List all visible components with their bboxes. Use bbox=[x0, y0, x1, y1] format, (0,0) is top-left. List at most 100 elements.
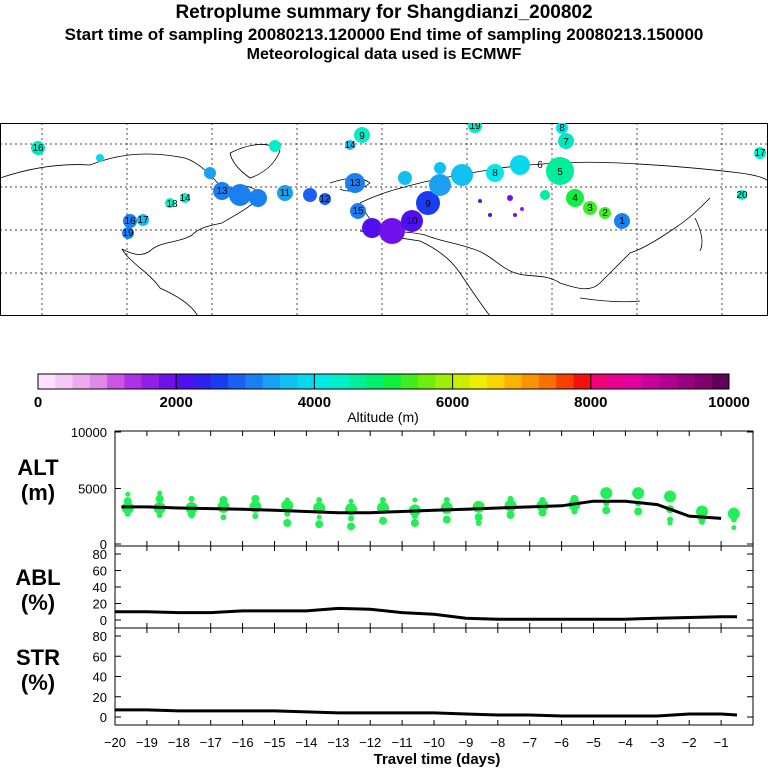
colorbar-swatch bbox=[383, 374, 402, 389]
alt-point bbox=[472, 500, 485, 513]
colorbar-swatch bbox=[677, 374, 695, 389]
y-tick-label: 40 bbox=[93, 670, 107, 685]
x-tick-label: −13 bbox=[327, 735, 349, 750]
colorbar-frame bbox=[37, 373, 730, 390]
x-tick-label: −6 bbox=[554, 735, 569, 750]
map-point-label: 14 bbox=[179, 193, 191, 204]
x-tick-label: −16 bbox=[232, 735, 254, 750]
colorbar-swatch bbox=[314, 374, 333, 389]
alt-point bbox=[475, 520, 482, 526]
map-point-label: 2 bbox=[602, 208, 608, 219]
x-tick-label: −3 bbox=[650, 735, 665, 750]
x-tick-label: −1 bbox=[714, 735, 729, 750]
map-point-label: 13 bbox=[216, 186, 228, 197]
chart-title: Retroplume summary for Shangdianzi_20080… bbox=[175, 2, 593, 23]
map-point-label: 9 bbox=[359, 131, 365, 142]
x-tick-label: −19 bbox=[136, 735, 158, 750]
colorbar-ticks: 0 2000 4000 6000 8000 10000 bbox=[34, 374, 750, 411]
alt-panel: ALT (m) 10000 5000 0 bbox=[17, 425, 754, 552]
alt-point bbox=[731, 525, 737, 531]
str-panel: STR (%) 80 60 40 20 0 bbox=[16, 627, 754, 726]
str-line bbox=[115, 708, 738, 718]
map-point-label: 17 bbox=[137, 215, 149, 226]
plume-track bbox=[31, 123, 766, 244]
map-point-label: 12 bbox=[319, 194, 331, 205]
colorbar-swatch bbox=[210, 374, 229, 389]
alt-point bbox=[539, 497, 546, 503]
y-tick-label: 20 bbox=[93, 597, 107, 612]
x-tick-label: −17 bbox=[200, 735, 222, 750]
colorbar-swatch bbox=[469, 374, 488, 389]
colorbar-swatch bbox=[573, 374, 592, 389]
colorbar-tick-label: 6000 bbox=[436, 394, 469, 411]
alt-point bbox=[410, 519, 419, 527]
alt-point bbox=[412, 497, 418, 503]
map-point-label: 19 bbox=[469, 123, 481, 132]
x-tick-label: −9 bbox=[458, 735, 473, 750]
map-point-label: 8 bbox=[492, 168, 498, 179]
y-tick-label: 40 bbox=[93, 580, 107, 595]
colorbar-swatch bbox=[435, 374, 454, 389]
colorbar-swatch bbox=[590, 374, 609, 389]
alt-point bbox=[281, 499, 294, 512]
colorbar-swatch bbox=[176, 374, 194, 389]
alt-point bbox=[695, 505, 708, 518]
colorbar-swatch bbox=[158, 374, 177, 389]
colorbar-swatch bbox=[228, 374, 246, 389]
colorbar-swatch bbox=[504, 374, 523, 389]
colorbar-swatch bbox=[487, 374, 505, 389]
y-tick-label: 80 bbox=[93, 547, 107, 562]
colorbar-tick-label: 0 bbox=[34, 394, 42, 411]
alt-point bbox=[411, 513, 418, 520]
map-point-label: 4 bbox=[572, 193, 578, 204]
alt-point bbox=[188, 495, 195, 502]
y-tick-label: 10000 bbox=[71, 425, 107, 440]
y-tick-label: 80 bbox=[93, 629, 107, 644]
alt-point bbox=[125, 491, 131, 497]
alt-y-ticks: 10000 5000 0 bbox=[71, 425, 753, 552]
colorbar-swatch bbox=[694, 374, 713, 389]
alt-point bbox=[316, 497, 323, 503]
alt-point bbox=[506, 510, 515, 519]
alt-point bbox=[251, 494, 260, 503]
alt-point bbox=[602, 506, 611, 515]
alt-point bbox=[348, 498, 354, 504]
x-tick-label: −11 bbox=[392, 735, 413, 750]
alt-point bbox=[698, 518, 705, 525]
alt-point bbox=[538, 508, 547, 517]
alt-panel-frame bbox=[114, 430, 754, 547]
colorbar-swatch bbox=[89, 374, 108, 389]
x-tick-label: −2 bbox=[682, 735, 697, 750]
colorbar-swatch bbox=[107, 374, 125, 389]
sampling-times: Start time of sampling 20080213.120000 E… bbox=[64, 25, 704, 44]
y-tick-label: 0 bbox=[100, 710, 107, 725]
x-tick-label: −20 bbox=[104, 735, 126, 750]
alt-panel-unit: (m) bbox=[21, 480, 55, 505]
alt-point bbox=[729, 507, 738, 516]
map-frame bbox=[0, 123, 768, 316]
colorbar-tick-label: 10000 bbox=[708, 394, 750, 411]
x-tick-label: −5 bbox=[586, 735, 601, 750]
map-point-label: 18 bbox=[166, 199, 178, 210]
colorbar-swatch bbox=[348, 374, 367, 389]
str-panel-label: STR bbox=[16, 645, 60, 670]
met-data-info: Meteorological data used is ECMWF bbox=[246, 46, 522, 63]
y-tick-label: 60 bbox=[93, 564, 107, 579]
map-point-label: 13 bbox=[349, 178, 361, 189]
x-tick-label: −15 bbox=[263, 735, 285, 750]
alt-point bbox=[667, 520, 673, 526]
alt-point bbox=[600, 487, 613, 500]
map-point-label: 10 bbox=[406, 216, 418, 227]
map-point-label: 11 bbox=[280, 188, 291, 199]
str-y-ticks: 80 60 40 20 0 bbox=[93, 629, 753, 725]
colorbar-swatch bbox=[556, 374, 575, 389]
colorbar-swatch bbox=[452, 374, 471, 389]
colorbar-swatch bbox=[262, 374, 281, 389]
x-tick-label: −18 bbox=[168, 735, 190, 750]
colorbar-axis-label: Altitude (m) bbox=[347, 409, 419, 425]
colorbar-swatch bbox=[608, 374, 626, 389]
map-point-label: 9 bbox=[425, 199, 431, 210]
colorbar-tick-label: 2000 bbox=[160, 394, 193, 411]
